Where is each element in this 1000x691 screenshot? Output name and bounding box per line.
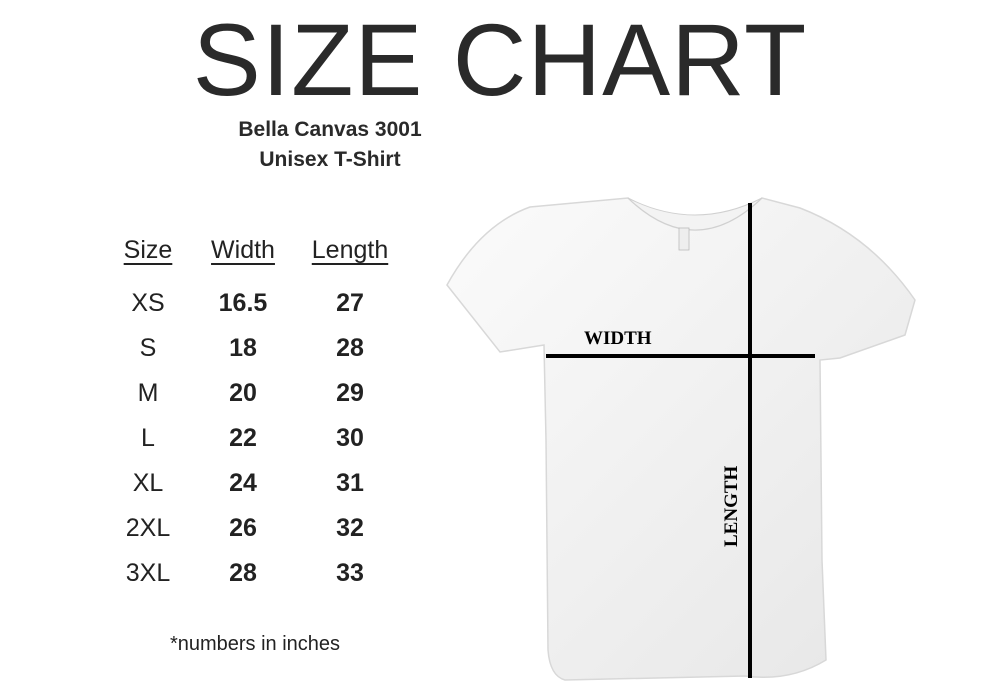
header-width: Width	[211, 236, 275, 264]
cell-length: 32	[336, 514, 364, 542]
cell-length: 29	[336, 379, 364, 407]
cell-length: 28	[336, 334, 364, 362]
cell-width: 28	[229, 559, 257, 587]
cell-size: S	[139, 334, 157, 362]
cell-width: 16.5	[218, 289, 268, 317]
cell-width: 22	[229, 424, 257, 452]
cell-length: 31	[336, 469, 364, 497]
header-length: Length	[311, 236, 389, 264]
units-footnote: *numbers in inches	[169, 633, 341, 655]
cell-width: 26	[229, 514, 257, 542]
product-name: Bella Canvas 3001	[238, 118, 422, 141]
cell-width: 24	[229, 469, 257, 497]
cell-length: 33	[336, 559, 364, 587]
collar	[627, 197, 763, 231]
cell-width: 20	[229, 379, 257, 407]
product-type: Unisex T-Shirt	[259, 148, 401, 171]
cell-size: XS	[131, 289, 165, 317]
cell-width: 18	[229, 334, 257, 362]
cell-length: 30	[336, 424, 364, 452]
tshirt-shape	[446, 197, 916, 681]
cell-size: M	[137, 379, 159, 407]
cell-size: 2XL	[125, 514, 171, 542]
length-label: LENGTH	[721, 465, 742, 547]
tag-icon	[678, 227, 690, 251]
page-title: SIZE CHART	[192, 3, 808, 117]
cell-length: 27	[336, 289, 364, 317]
cell-size: L	[141, 424, 155, 452]
cell-size: 3XL	[125, 559, 171, 587]
width-label: WIDTH	[584, 328, 652, 349]
cell-size: XL	[132, 469, 164, 497]
header-size: Size	[123, 236, 173, 264]
